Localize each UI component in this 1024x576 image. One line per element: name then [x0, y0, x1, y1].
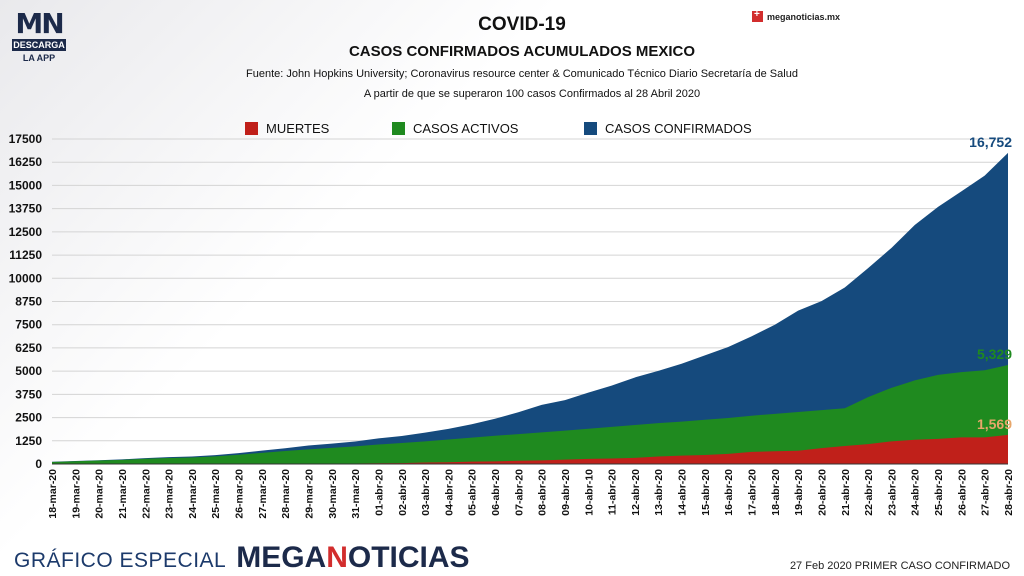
legend-swatch-activos: [392, 122, 405, 135]
x-tick-label: 01-abr-20: [373, 469, 385, 516]
area-casos-activos: [52, 365, 1008, 464]
legend-label-activos: CASOS ACTIVOS: [413, 121, 519, 136]
brand-site-link[interactable]: meganoticias.mx: [752, 9, 841, 22]
x-tick-label: 11-abr-20: [607, 469, 619, 515]
x-tick-label: 27-abr-20: [980, 469, 992, 516]
y-tick-label: 8750: [15, 295, 42, 309]
x-tick-label: 12-abr-20: [630, 469, 642, 516]
x-tick-label: 19-mar-20: [70, 469, 82, 519]
y-tick-label: 5000: [15, 364, 42, 378]
y-tick-label: 0: [35, 457, 42, 471]
area-casos-confirmados: [52, 152, 1008, 464]
x-tick-label: 29-mar-20: [303, 469, 315, 519]
x-tick-label: 14-abr-20: [677, 469, 689, 516]
y-tick-label: 13750: [9, 202, 43, 216]
legend-label-confirmados: CASOS CONFIRMADOS: [605, 121, 752, 136]
x-tick-label: 26-abr-20: [956, 469, 968, 516]
legend-swatch-confirmados: [584, 122, 597, 135]
x-tick-label: 23-abr-20: [886, 469, 898, 516]
logo-app-label: LA APP: [22, 53, 56, 63]
wordmark-part-c: OTICIAS: [347, 541, 470, 574]
x-tick-label: 31-mar-20: [350, 469, 362, 519]
legend-item-muertes: MUERTES: [245, 121, 329, 136]
chart-subtitle: CASOS CONFIRMADOS ACUMULADOS MEXICO: [348, 43, 696, 60]
x-tick-label: 20-mar-20: [94, 469, 106, 519]
x-tick-label: 22-mar-20: [140, 469, 152, 519]
y-tick-label: 15000: [9, 178, 43, 192]
chart-source: Fuente: John Hopkins University; Coronav…: [246, 68, 798, 80]
x-tick-label: 13-abr-20: [653, 469, 665, 516]
wordmark-part-b: N: [326, 541, 348, 574]
x-tick-label: 07-abr-20: [513, 469, 525, 516]
x-tick-label: 19-abr-20: [793, 469, 805, 516]
x-tick-label: 09-abr-20: [560, 469, 572, 516]
y-tick-label: 11250: [9, 248, 42, 262]
end-label-muertes: 1,569: [977, 416, 1012, 432]
x-tick-label: 20-abr-20: [816, 469, 828, 516]
x-tick-label: 06-abr-20: [490, 469, 502, 516]
x-tick-label: 16-abr-20: [723, 469, 735, 516]
x-tick-label: 25-mar-20: [210, 469, 222, 519]
legend-swatch-muertes: [245, 122, 258, 135]
x-tick-label: 03-abr-20: [420, 469, 432, 516]
y-tick-label: 3750: [15, 387, 42, 401]
legend-item-confirmados: CASOS CONFIRMADOS: [584, 121, 752, 136]
footer-first-case-note: 27 Feb 2020 PRIMER CASO CONFIRMADO: [789, 560, 1010, 572]
x-tick-label: 24-mar-20: [187, 469, 199, 519]
x-tick-label: 21-abr-20: [840, 469, 852, 516]
y-tick-label: 2500: [15, 411, 42, 425]
x-tick-label: 30-mar-20: [327, 469, 339, 519]
y-tick-label: 17500: [9, 132, 43, 146]
x-tick-label: 02-abr-20: [397, 469, 409, 516]
y-tick-label: 10000: [9, 271, 43, 285]
x-tick-label: 25-abr-20: [933, 469, 945, 516]
x-tick-label: 18-mar-20: [47, 469, 59, 519]
x-tick-label: 27-mar-20: [257, 469, 269, 519]
end-label-confirmados: 16,752: [969, 134, 1012, 150]
x-tick-label: 23-mar-20: [164, 469, 176, 519]
legend-item-activos: CASOS ACTIVOS: [392, 121, 518, 136]
footer-branding: GRÁFICO ESPECIAL MEGANOTICIAS: [14, 541, 470, 575]
footer-special-label: GRÁFICO ESPECIAL: [14, 549, 227, 572]
x-tick-label: 24-abr-20: [910, 469, 922, 516]
legend-label-muertes: MUERTES: [266, 121, 330, 136]
y-tick-label: 6250: [15, 341, 42, 355]
chart-note: A partir de que se superaron 100 casos C…: [363, 88, 701, 100]
x-tick-label: 17-abr-20: [747, 469, 759, 516]
logo-download-label: DESCARGA: [12, 39, 66, 51]
x-tick-label: 26-mar-20: [234, 469, 246, 519]
x-tick-label: 04-abr-20: [443, 469, 455, 516]
brand-cross-icon: [752, 9, 763, 22]
chart-legend: MUERTES CASOS ACTIVOS CASOS CONFIRMADOS: [0, 121, 1024, 139]
x-tick-label: 10-abr-10: [583, 469, 595, 516]
chart-title: COVID-19: [478, 14, 566, 35]
x-tick-label: 28-abr-20: [1003, 469, 1015, 516]
x-tick-label: 18-abr-20: [770, 469, 782, 516]
wordmark-part-a: MEGA: [236, 541, 327, 574]
x-tick-label: 21-mar-20: [117, 469, 129, 519]
x-tick-label: 15-abr-20: [700, 469, 712, 516]
y-tick-label: 12500: [9, 225, 43, 239]
brand-site-label: meganoticias.mx: [767, 11, 841, 22]
y-tick-label: 7500: [15, 318, 42, 332]
meganoticias-logo[interactable]: MN DESCARGA LA APP: [12, 10, 66, 63]
y-tick-label: 16250: [9, 155, 43, 169]
footer-meganoticias-wordmark: MEGANOTICIAS: [236, 541, 469, 575]
x-tick-label: 28-mar-20: [280, 469, 292, 519]
x-tick-label: 05-abr-20: [467, 469, 479, 516]
area-muertes: [52, 434, 1008, 464]
y-tick-label: 1250: [15, 434, 42, 448]
logo-mark: MN: [15, 7, 64, 40]
x-tick-label: 22-abr-20: [863, 469, 875, 516]
x-tick-label: 08-abr-20: [537, 469, 549, 516]
end-label-activos: 5,329: [977, 346, 1012, 362]
